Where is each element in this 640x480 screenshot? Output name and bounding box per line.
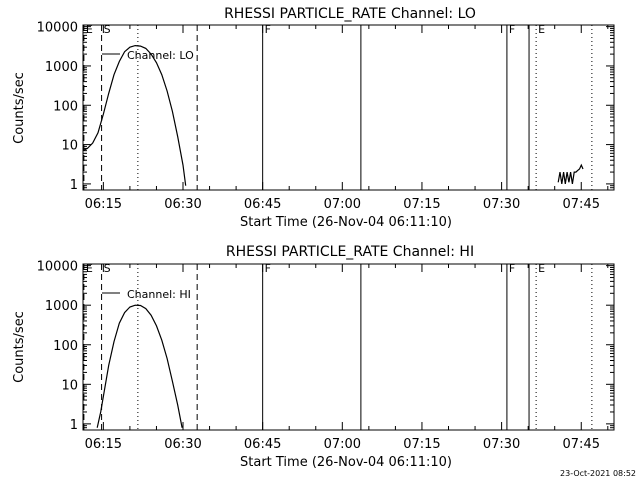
panel-hi-xlabel: Start Time (26-Nov-04 06:11:10) — [240, 455, 452, 470]
marker-label: F — [265, 262, 271, 275]
x-tick-label: 07:30 — [483, 437, 520, 452]
marker-label: F — [265, 23, 271, 36]
x-tick-label: 07:00 — [324, 197, 361, 212]
panel-lo-plot-area: 1 10 100 1000 10000 06:15 06:30 06:45 07:00 07:15… — [37, 21, 615, 212]
legend-label: Channel: LO — [127, 49, 194, 62]
panel-hi-title: RHESSI PARTICLE_RATE Channel: HI — [226, 244, 474, 260]
footer-timestamp: 23-Oct-2021 08:52 — [560, 469, 636, 478]
panel-hi: RHESSI PARTICLE_RATE Channel: HI Counts/… — [12, 244, 615, 470]
marker-label: F — [509, 262, 515, 275]
x-tick-label: 07:15 — [403, 197, 440, 212]
panel-lo: RHESSI PARTICLE_RATE Channel: LO Counts/… — [12, 6, 615, 230]
panel-lo-xlabel: Start Time (26-Nov-04 06:11:10) — [240, 215, 452, 230]
data-line — [96, 304, 183, 428]
x-tick-label: 06:45 — [244, 197, 281, 212]
marker-label: S — [104, 23, 111, 36]
x-tick-label: 06:15 — [85, 437, 122, 452]
y-tick-label: 1 — [70, 418, 78, 433]
y-tick-label: 10 — [61, 139, 78, 154]
y-tick-label: 1000 — [45, 299, 78, 314]
marker-label: E — [538, 23, 545, 36]
x-tick-label: 07:45 — [563, 437, 600, 452]
x-tick-label: 06:30 — [164, 197, 201, 212]
y-tick-label: 1 — [70, 178, 78, 193]
y-tick-label: 100 — [53, 339, 78, 354]
panel-lo-ylabel: Counts/sec — [12, 72, 27, 144]
y-tick-label: 100 — [53, 99, 78, 114]
marker-label: S — [104, 262, 111, 275]
x-tick-label: 07:00 — [324, 437, 361, 452]
marker-label: E — [86, 23, 93, 36]
y-tick-label: 10000 — [37, 260, 78, 275]
x-tick-label: 07:45 — [563, 197, 600, 212]
data-line — [82, 44, 187, 186]
panel-hi-plot-area: 1 10 100 1000 10000 06:15 06:30 06:45 07:00 07:15… — [37, 260, 615, 452]
x-tick-label: 07:15 — [403, 437, 440, 452]
x-tick-label: 07:30 — [483, 197, 520, 212]
x-tick-label: 06:15 — [85, 197, 122, 212]
marker-label: F — [509, 23, 515, 36]
x-tick-label: 06:45 — [244, 437, 281, 452]
y-tick-label: 10000 — [37, 21, 78, 36]
noise-line — [557, 163, 584, 184]
y-tick-label: 1000 — [45, 60, 78, 75]
panel-lo-title: RHESSI PARTICLE_RATE Channel: LO — [224, 6, 476, 22]
panel-hi-ylabel: Counts/sec — [12, 311, 27, 383]
x-tick-label: 06:30 — [164, 437, 201, 452]
marker-label: E — [86, 262, 93, 275]
legend-label: Channel: HI — [127, 288, 191, 301]
marker-label: E — [538, 262, 545, 275]
y-tick-label: 10 — [61, 378, 78, 393]
